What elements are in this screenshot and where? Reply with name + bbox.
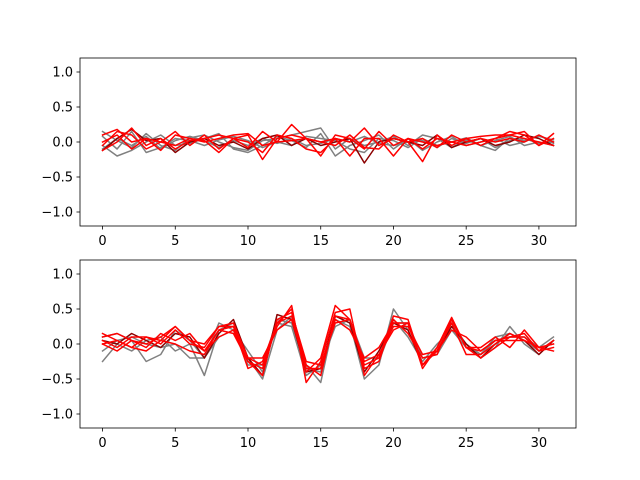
x-tick-label: 0 <box>98 436 106 451</box>
x-tick-label: 15 <box>312 436 329 451</box>
y-tick-label: 1.0 <box>52 66 73 81</box>
series-line-6 <box>101 127 555 163</box>
series-line-5 <box>101 304 555 384</box>
y-tick-label: −0.5 <box>41 171 73 186</box>
y-tick-label: −1.0 <box>41 206 73 221</box>
y-tick-label: −0.5 <box>41 373 73 388</box>
x-tick-label: 5 <box>171 436 179 451</box>
x-tick-label: 25 <box>458 234 475 249</box>
series-group <box>101 123 555 164</box>
x-tick-label: 5 <box>171 234 179 249</box>
y-tick-label: −1.0 <box>41 408 73 423</box>
x-tick-label: 30 <box>531 436 548 451</box>
top-subplot: 0 5 10 15 20 25 30 −1.0 −0.5 0.0 0.5 1.0 <box>41 57 577 249</box>
bottom-subplot: 0 5 10 15 20 25 30 −1.0 −0.5 0.0 0.5 1.0 <box>41 259 577 451</box>
x-tick-label: 20 <box>385 234 402 249</box>
x-tick-label: 10 <box>240 436 257 451</box>
x-tick-label: 30 <box>531 234 548 249</box>
x-tick-label: 10 <box>240 234 257 249</box>
series-line-8 <box>101 130 555 157</box>
y-tick-label: 0.5 <box>52 101 73 116</box>
x-tick-label: 15 <box>312 234 329 249</box>
x-tick-label: 0 <box>98 234 106 249</box>
y-tick-label: 0.0 <box>52 338 73 353</box>
y-tick-label: 1.0 <box>52 268 73 283</box>
x-tick-label: 20 <box>385 436 402 451</box>
series-group <box>101 304 555 384</box>
series-line-8 <box>101 315 555 377</box>
y-tick-label: 0.5 <box>52 303 73 318</box>
series-line-7 <box>101 128 555 152</box>
x-tick-label: 25 <box>458 436 475 451</box>
y-tick-label: 0.0 <box>52 136 73 151</box>
